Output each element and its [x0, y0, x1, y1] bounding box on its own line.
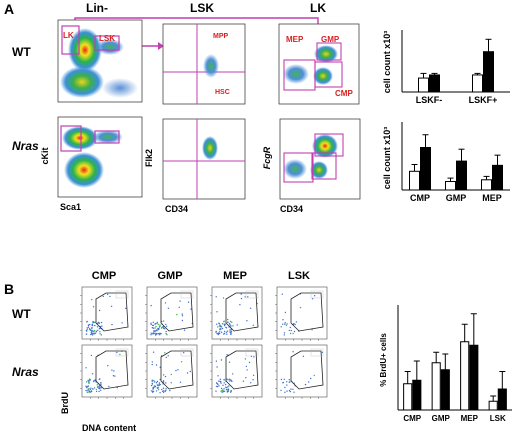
gate-label-mpp: MPP	[213, 33, 229, 40]
bar-chart-progenitor-counts: cell count x10³ CMP GMP MEP	[382, 122, 510, 203]
y-axis-label: cell count x10³	[382, 31, 392, 94]
bar	[472, 74, 483, 93]
y-axis-label: % BrdU+ cells	[379, 333, 388, 387]
header-lin: Lin-	[86, 1, 108, 15]
panel-a-letter: A	[4, 1, 14, 17]
header-mep-b: MEP	[223, 270, 247, 282]
flow-plot-lin-nras	[57, 116, 143, 198]
axis-label-cd34-lsk: CD34	[165, 204, 188, 214]
bar	[429, 74, 440, 93]
gate-label-gmp: GMP	[321, 35, 340, 44]
bar	[483, 51, 494, 93]
axis-label-ckit: cKit	[40, 147, 50, 164]
flow-plot-lk-nras	[279, 118, 361, 200]
header-lsk-b: LSK	[288, 270, 310, 282]
category-label: MEP	[461, 414, 479, 423]
bar	[488, 400, 498, 411]
bar	[409, 170, 420, 191]
category-label: GMP	[432, 414, 451, 423]
category-label: LSKF+	[469, 95, 498, 105]
bar	[492, 164, 503, 191]
bar	[481, 179, 492, 191]
brdu-plot	[80, 344, 133, 399]
axis-label-dna-content: DNA content	[82, 423, 136, 433]
brdu-plot	[80, 286, 133, 341]
bar-chart-lskf-counts: cell count x10³ LSKF- LSKF+	[382, 30, 510, 105]
axis-label-fcgr: FcgR	[262, 146, 272, 169]
bar	[420, 147, 431, 191]
gate-label-mep: MEP	[286, 35, 304, 44]
panel-b-letter: B	[4, 281, 14, 297]
brdu-plot	[210, 344, 263, 399]
bar	[460, 341, 470, 411]
header-cmp-b: CMP	[92, 270, 116, 282]
category-label: MEP	[482, 193, 502, 203]
bar	[431, 362, 441, 411]
axis-label-cd34-lk: CD34	[280, 204, 303, 214]
gate-label-cmp: CMP	[335, 89, 353, 98]
header-gmp-b: GMP	[157, 270, 182, 282]
brdu-plot	[275, 344, 328, 399]
category-label: CMP	[410, 193, 430, 203]
header-lsk: LSK	[190, 1, 214, 15]
bar	[403, 383, 413, 411]
axis-label-brdu: BrdU	[60, 392, 70, 414]
category-label: GMP	[446, 193, 467, 203]
gate-label-lk: LK	[63, 31, 74, 40]
axis-label-flk2: Flk2	[144, 149, 154, 167]
brdu-plot	[210, 286, 263, 341]
bar	[412, 379, 422, 411]
brdu-plot	[145, 344, 198, 399]
bar	[497, 388, 507, 411]
bar	[418, 77, 429, 93]
flow-plot-lin-wt: LK LSK	[57, 19, 143, 103]
row-label-nras-a: Nras	[12, 139, 39, 153]
axis-label-sca1: Sca1	[60, 202, 81, 212]
bar-chart-brdu-percent: % BrdU+ cells CMP GMP MEP LSK	[379, 305, 512, 423]
gate-label-lsk: LSK	[99, 34, 115, 43]
category-label: CMP	[403, 414, 421, 423]
category-label: LSK	[490, 414, 506, 423]
gate-label-hsc: HSC	[215, 89, 230, 96]
flow-plot-lsk-wt: MPP HSC	[162, 23, 246, 105]
row-label-wt-a: WT	[12, 45, 31, 59]
category-label: LSKF-	[416, 95, 443, 105]
brdu-plot	[145, 286, 198, 341]
bar	[445, 181, 456, 191]
header-lk: LK	[310, 1, 326, 15]
brdu-flow-plots	[80, 286, 328, 399]
flow-plot-lsk-nras	[162, 118, 246, 200]
y-axis-label: cell count x10³	[382, 127, 392, 190]
flow-plot-lk-wt: MEP GMP CMP	[278, 23, 360, 105]
row-label-nras-b: Nras	[12, 365, 39, 379]
bar	[440, 369, 450, 411]
bar	[469, 344, 479, 411]
row-label-wt-b: WT	[12, 307, 31, 321]
brdu-plot	[275, 286, 328, 341]
bar	[456, 160, 467, 191]
